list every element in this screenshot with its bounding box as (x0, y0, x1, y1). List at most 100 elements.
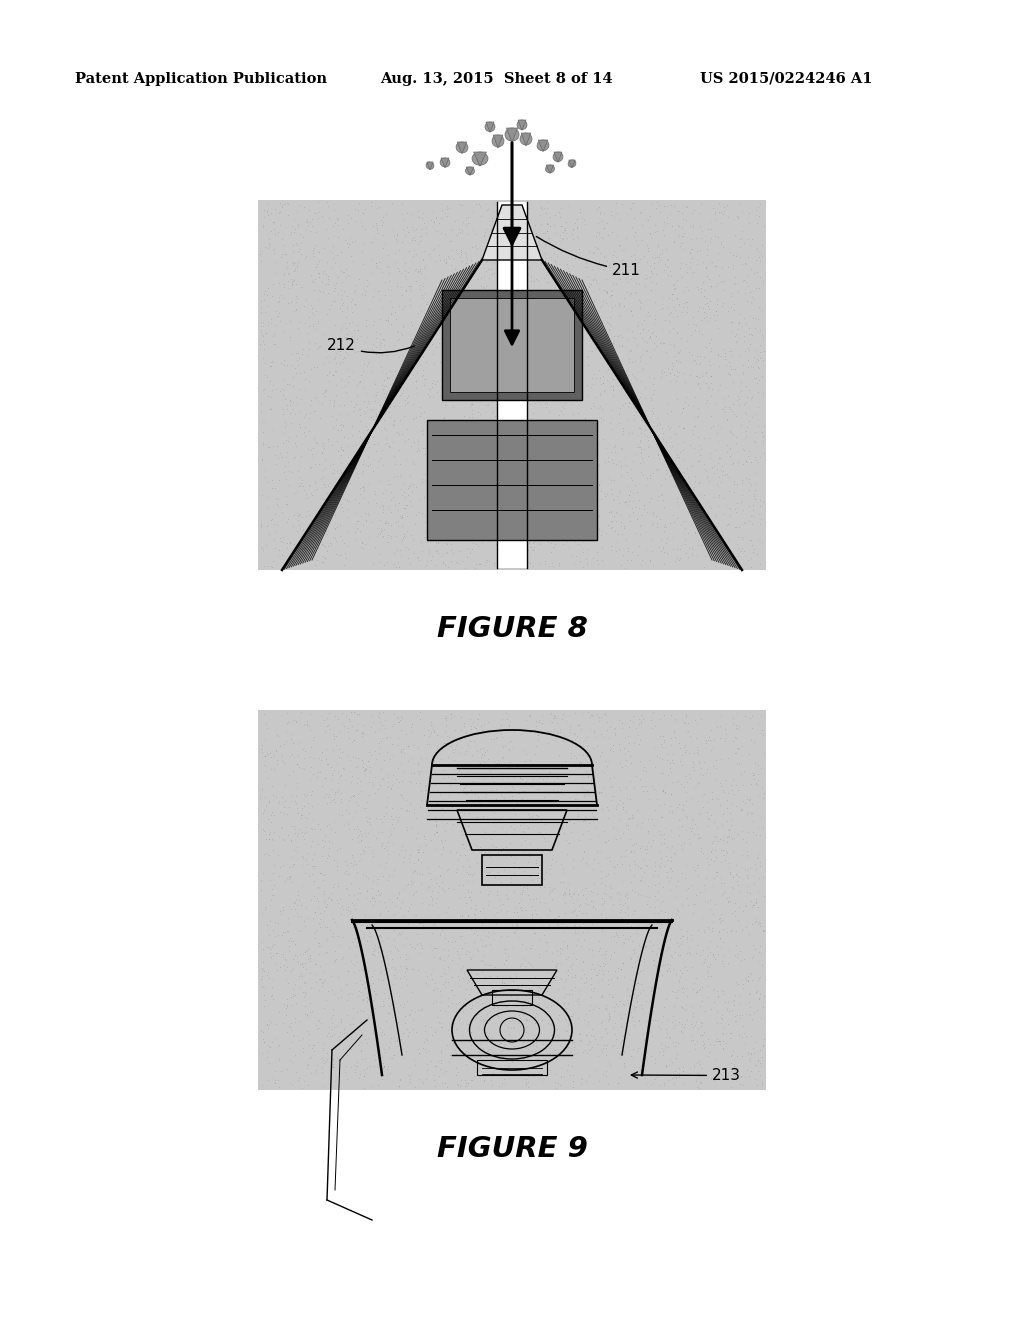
Point (588, 817, 604, 838)
Point (346, 729, 362, 750)
Point (559, 1055, 575, 1076)
Point (527, 1032, 544, 1053)
Point (436, 1063, 453, 1084)
Point (599, 969, 615, 990)
Point (551, 441, 567, 462)
Point (430, 904, 446, 925)
Point (639, 836, 655, 857)
Point (510, 906, 526, 927)
Point (600, 727, 616, 748)
Point (558, 969, 574, 990)
Point (344, 746, 360, 767)
Point (339, 721, 355, 742)
Point (639, 341, 655, 362)
Point (620, 537, 636, 558)
Point (612, 845, 629, 866)
Point (625, 541, 641, 562)
Point (393, 339, 410, 360)
Point (436, 759, 453, 780)
Point (503, 867, 519, 888)
Point (544, 494, 560, 515)
Point (493, 723, 509, 744)
Point (728, 405, 744, 426)
Point (480, 921, 497, 942)
Point (389, 422, 406, 444)
Point (483, 259, 500, 280)
Point (556, 1045, 572, 1067)
Point (444, 483, 461, 504)
Point (297, 417, 313, 438)
Point (735, 326, 752, 347)
Point (393, 263, 410, 284)
Point (494, 523, 510, 544)
Point (315, 972, 332, 993)
Point (672, 539, 688, 560)
Point (442, 428, 459, 449)
Point (346, 928, 362, 949)
Point (508, 896, 524, 917)
Point (414, 314, 430, 335)
Point (272, 900, 289, 921)
Point (755, 1035, 771, 1056)
Point (311, 280, 328, 301)
Point (591, 197, 607, 218)
Point (703, 337, 720, 358)
Point (662, 260, 678, 281)
Point (635, 408, 651, 429)
Point (554, 496, 570, 517)
Point (436, 949, 453, 970)
Point (524, 1035, 541, 1056)
Point (645, 935, 662, 956)
Point (750, 896, 766, 917)
Point (671, 809, 687, 830)
Point (390, 810, 407, 832)
Point (720, 783, 736, 804)
Point (703, 366, 720, 387)
Point (645, 865, 662, 886)
Point (264, 840, 281, 861)
Point (401, 294, 418, 315)
Point (565, 219, 582, 240)
Point (682, 834, 698, 855)
Point (546, 705, 562, 726)
Point (333, 318, 349, 339)
Point (681, 726, 697, 747)
Point (380, 767, 396, 788)
Point (300, 842, 316, 863)
Point (472, 1065, 488, 1086)
Point (354, 863, 371, 884)
Point (261, 228, 278, 249)
Point (512, 1015, 528, 1036)
Point (492, 352, 508, 374)
Point (632, 857, 648, 878)
Point (337, 973, 353, 994)
Point (560, 469, 577, 490)
Point (654, 429, 671, 450)
Point (334, 529, 350, 550)
Point (706, 519, 722, 540)
Point (537, 333, 553, 354)
Point (282, 746, 298, 767)
Point (750, 880, 766, 902)
Point (311, 263, 328, 284)
Point (462, 543, 478, 564)
Point (349, 511, 366, 532)
Point (427, 892, 443, 913)
Point (669, 445, 685, 466)
Point (327, 792, 343, 813)
Point (294, 797, 310, 818)
Point (397, 338, 414, 359)
Point (721, 421, 737, 442)
Point (638, 305, 654, 326)
Point (608, 453, 625, 474)
Point (605, 376, 622, 397)
Point (335, 261, 351, 282)
Point (506, 327, 522, 348)
Point (475, 999, 492, 1020)
Point (305, 239, 322, 260)
Point (467, 977, 483, 998)
Point (308, 387, 325, 408)
Point (655, 890, 672, 911)
Point (546, 878, 562, 899)
Point (351, 426, 368, 447)
